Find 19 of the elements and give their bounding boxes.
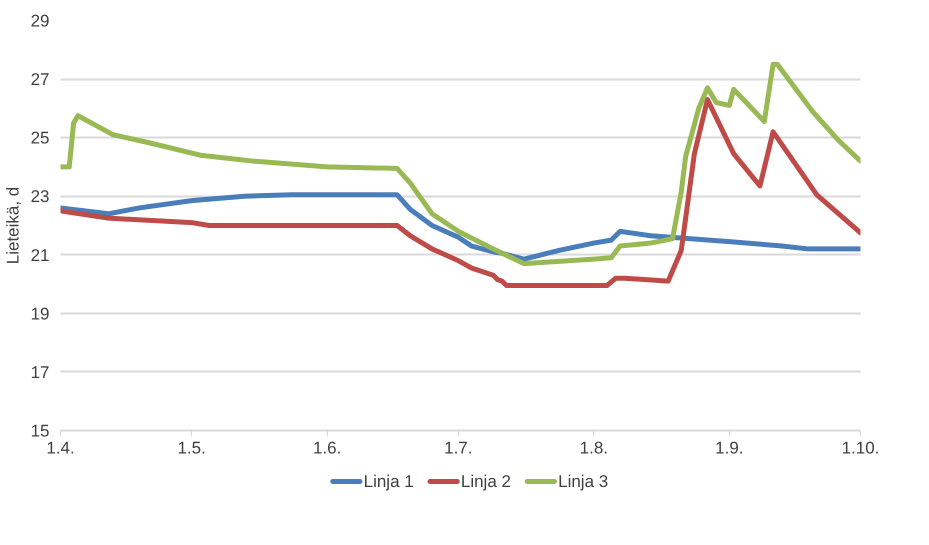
y-tick-label: 19 — [30, 304, 50, 324]
legend-label: Linja 3 — [558, 472, 608, 491]
legend-label: Linja 2 — [460, 472, 511, 491]
y-tick-label: 27 — [30, 70, 50, 90]
x-tick-label: 1.9. — [715, 438, 744, 458]
y-tick-label: 25 — [30, 128, 50, 148]
x-tick-label: 1.4. — [46, 438, 75, 458]
x-tick-label: 1.7. — [444, 438, 472, 458]
x-tick-label: 1.8. — [580, 438, 608, 458]
x-tick-label: 1.5. — [177, 438, 206, 458]
y-tick-label: 21 — [30, 246, 50, 265]
y-tick-label: 15 — [30, 422, 50, 440]
x-tick-label: 1.6. — [312, 438, 342, 458]
legend-label: Linja 1 — [364, 472, 414, 491]
y-tick-label: 17 — [30, 362, 50, 382]
x-tick-label: 1.10. — [842, 438, 880, 458]
y-axis-title: Lieteikä, d — [4, 186, 23, 264]
y-tick-label: 29 — [30, 12, 50, 30]
y-tick-label: 23 — [30, 187, 50, 206]
